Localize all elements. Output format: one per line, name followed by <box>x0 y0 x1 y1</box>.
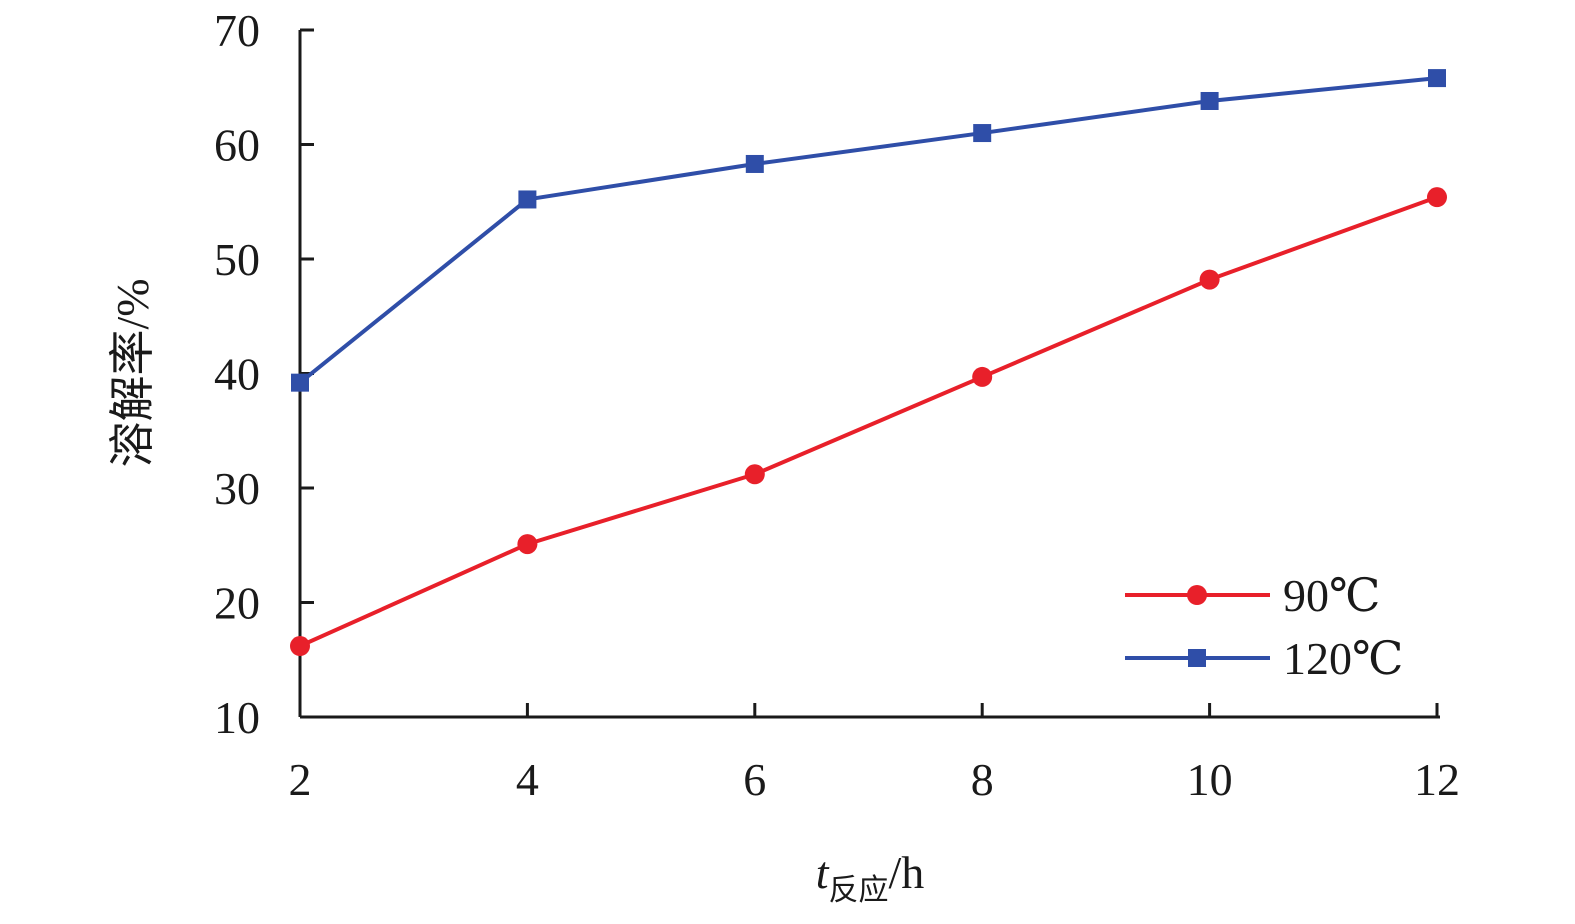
axes <box>298 30 1440 719</box>
x-axis-title-unit: /h <box>889 847 925 898</box>
data-point-0 <box>972 366 993 387</box>
series-layer <box>290 69 1447 657</box>
y-tick-label: 70 <box>214 5 260 56</box>
data-point-1 <box>1428 69 1446 88</box>
y-tick-label: 60 <box>214 120 260 171</box>
y-tick-label: 50 <box>214 234 260 285</box>
y-axis-title: 溶解率/% <box>107 278 158 467</box>
data-point-0 <box>1199 269 1220 290</box>
x-axis-title-variable: t <box>816 847 830 898</box>
x-tick-label: 12 <box>1414 754 1460 805</box>
data-point-0 <box>1427 187 1447 208</box>
legend-label-1: 120℃ <box>1283 633 1403 684</box>
data-point-0 <box>290 636 310 657</box>
x-axis-title: t反应/h <box>816 847 925 907</box>
x-tick-label: 4 <box>516 754 539 805</box>
data-point-1 <box>1200 91 1219 110</box>
legend: 90℃ 120℃ <box>1125 570 1403 684</box>
y-tick-label: 30 <box>214 463 260 514</box>
data-point-1 <box>973 124 992 143</box>
series-line-0 <box>299 195 1438 648</box>
x-tick-label: 2 <box>289 754 312 805</box>
legend-marker-1 <box>1188 649 1206 667</box>
x-tick-label: 8 <box>971 754 994 805</box>
legend-marker-0 <box>1187 585 1207 605</box>
data-point-1 <box>291 373 309 392</box>
x-tick-label: 10 <box>1187 754 1233 805</box>
data-point-0 <box>744 464 765 485</box>
x-axis-title-subscript: 反应 <box>829 874 889 907</box>
legend-label-0: 90℃ <box>1283 570 1380 621</box>
y-ticks: 10 20 30 40 50 60 70 <box>214 5 314 743</box>
y-tick-label: 40 <box>214 349 260 400</box>
x-ticks: 2 4 6 8 10 12 <box>289 703 1460 805</box>
series-line-1 <box>298 76 1438 385</box>
data-point-0 <box>517 534 538 555</box>
y-tick-label: 10 <box>214 692 260 743</box>
data-point-1 <box>745 154 764 173</box>
x-tick-label: 6 <box>743 754 766 805</box>
data-point-1 <box>518 190 537 209</box>
y-tick-label: 20 <box>214 578 260 629</box>
